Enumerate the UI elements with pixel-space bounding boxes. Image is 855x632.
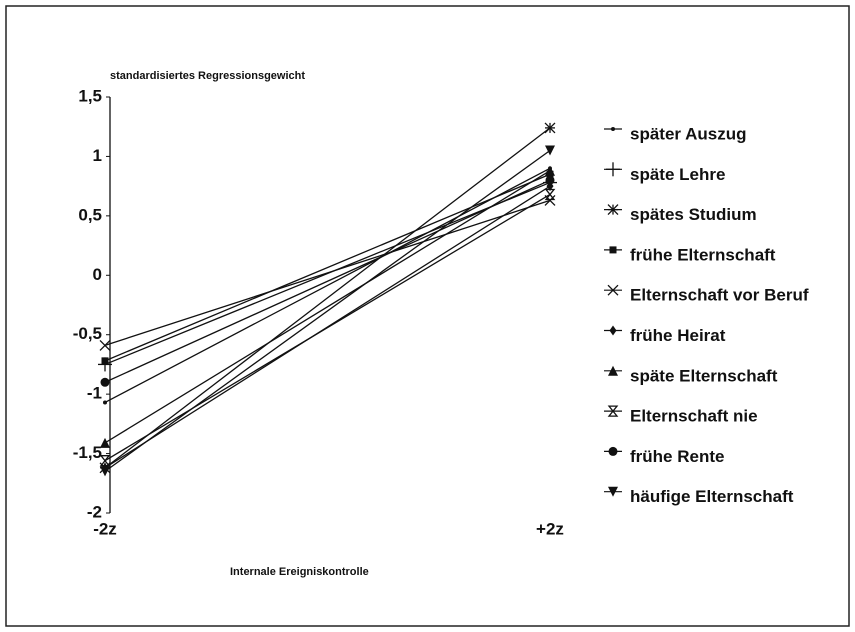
legend-entry: frühe Elternschaft <box>604 245 776 264</box>
marker-shape <box>99 455 111 467</box>
series-line <box>104 149 551 472</box>
marker-shape <box>100 466 110 477</box>
legend-label: frühe Heirat <box>630 326 726 345</box>
legend-label: späte Lehre <box>630 165 725 184</box>
marker <box>101 357 109 365</box>
series-line <box>104 193 551 462</box>
legend-entry: Elternschaft nie <box>604 405 758 426</box>
series-line <box>104 199 551 347</box>
marker <box>100 377 110 387</box>
marker-shape <box>611 127 615 131</box>
series-line <box>104 179 551 383</box>
marker <box>607 204 619 216</box>
legend-entry: häufige Elternschaft <box>604 486 794 506</box>
marker <box>608 446 618 456</box>
marker <box>611 127 615 131</box>
legend-entry: späte Lehre <box>604 162 725 184</box>
marker-stroke <box>544 122 556 134</box>
y-axis-label: standardisiertes Regressionsgewicht <box>110 70 305 82</box>
marker-shape <box>608 486 618 497</box>
legend-label: frühe Elternschaft <box>630 245 776 264</box>
y-tick-label: -1,5 <box>73 443 102 462</box>
marker-shape <box>545 145 555 156</box>
marker-shape <box>608 365 618 376</box>
y-tick-label: 1 <box>93 146 102 165</box>
y-tick-label: 0 <box>93 265 102 284</box>
legend-label: Elternschaft vor Beruf <box>630 286 809 305</box>
legend-label: spätes Studium <box>630 205 757 224</box>
legend-label: Elternschaft nie <box>630 407 758 426</box>
y-tick-label: -2 <box>87 502 102 521</box>
marker <box>545 145 555 156</box>
marker-shape <box>103 400 107 405</box>
marker <box>608 365 618 376</box>
y-tick-label: -1 <box>87 384 102 403</box>
frame <box>5 5 850 627</box>
marker <box>103 400 107 405</box>
x-tick-label: +2z <box>536 519 564 538</box>
marker <box>609 246 617 254</box>
legend-entry: später Auszug <box>604 124 747 143</box>
marker <box>100 466 110 477</box>
legend-entry: frühe Heirat <box>604 325 726 345</box>
y-tick-label: -0,5 <box>73 324 102 343</box>
marker <box>607 405 619 417</box>
marker-shape <box>609 325 617 336</box>
marker-stroke <box>99 339 111 351</box>
series-line <box>104 170 551 444</box>
marker <box>606 162 620 177</box>
marker <box>609 325 617 336</box>
y-tick-label: 1,5 <box>78 86 102 105</box>
legend-label: frühe Rente <box>630 447 724 466</box>
marker-shape <box>607 405 619 417</box>
marker-shape <box>609 246 617 254</box>
series-line <box>104 127 551 469</box>
marker-shape <box>100 437 110 448</box>
marker <box>99 455 111 467</box>
marker-stroke <box>607 204 619 216</box>
legend-entry: frühe Rente <box>604 447 724 466</box>
marker-shape <box>544 188 556 201</box>
marker <box>100 437 110 448</box>
marker-shape <box>545 165 555 176</box>
marker <box>608 486 618 497</box>
marker-shape <box>608 446 618 456</box>
marker <box>99 339 111 351</box>
marker <box>545 175 555 185</box>
marker-stroke <box>607 284 619 296</box>
x-axis-label: Internale Ereigniskontrolle <box>230 566 369 578</box>
marker <box>544 122 556 134</box>
marker-shape <box>100 377 110 387</box>
marker <box>545 165 555 176</box>
x-tick-label: -2z <box>93 519 117 538</box>
series-line <box>104 173 551 362</box>
legend-entry: Elternschaft vor Beruf <box>604 284 809 305</box>
marker-shape <box>101 357 109 365</box>
legend-label: häufige Elternschaft <box>630 487 794 506</box>
legend-label: späte Elternschaft <box>630 366 778 385</box>
series-line <box>104 167 551 404</box>
marker-stroke <box>544 194 556 206</box>
legend-entry: spätes Studium <box>604 204 757 224</box>
legend-entry: späte Elternschaft <box>604 365 778 385</box>
legend-label: später Auszug <box>630 124 747 143</box>
marker <box>544 188 556 201</box>
marker-shape <box>545 175 555 185</box>
y-tick-label: 0,5 <box>78 205 102 224</box>
marker <box>607 284 619 296</box>
